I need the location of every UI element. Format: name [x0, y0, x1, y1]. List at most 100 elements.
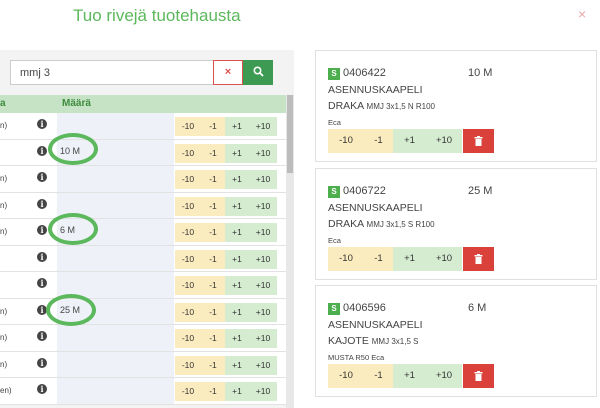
selected-product-card: S 0406596 6 M ASENNUSKAAPELI KAJOTE MMJ 3x1,… [315, 285, 597, 397]
table-row[interactable]: n) i 25 M -10 -1 +1 +10 [0, 298, 286, 325]
plus-10-button[interactable]: +10 [249, 117, 277, 136]
minus-1-button[interactable]: -1 [364, 247, 393, 271]
info-icon[interactable]: i [37, 251, 47, 262]
plus-1-button[interactable]: +1 [225, 196, 249, 216]
minus-1-button[interactable]: -1 [201, 355, 225, 375]
minus-10-button[interactable]: -10 [328, 247, 364, 271]
plus-10-button[interactable]: +10 [249, 355, 277, 375]
quantity-cell[interactable] [57, 245, 174, 271]
plus-1-button[interactable]: +1 [225, 382, 249, 401]
minus-1-button[interactable]: -1 [201, 249, 225, 269]
plus-10-button[interactable]: +10 [249, 223, 277, 242]
minus-10-button[interactable]: -10 [175, 223, 201, 242]
plus-10-button[interactable]: +10 [249, 196, 277, 216]
minus-10-button[interactable]: -10 [175, 302, 201, 322]
minus-10-button[interactable]: -10 [175, 170, 201, 189]
quantity-cell[interactable] [57, 351, 174, 377]
minus-1-button[interactable]: -1 [201, 302, 225, 322]
table-row[interactable]: en) i -10 -1 +1 +10 [0, 378, 286, 405]
plus-1-button[interactable]: +1 [225, 302, 249, 322]
search-input[interactable] [10, 60, 215, 85]
info-icon[interactable]: i [37, 198, 47, 209]
table-row[interactable]: n) i -10 -1 +1 +10 [0, 325, 286, 352]
table-row[interactable]: n) i 6 M -10 -1 +1 +10 [0, 219, 286, 246]
minus-1-button[interactable]: -1 [201, 276, 225, 295]
plus-1-button[interactable]: +1 [393, 129, 426, 153]
info-icon[interactable]: i [37, 119, 47, 129]
minus-1-button[interactable]: -1 [201, 223, 225, 242]
plus-1-button[interactable]: +1 [225, 276, 249, 295]
plus-1-button[interactable]: +1 [393, 364, 426, 388]
plus-1-button[interactable]: +1 [225, 223, 249, 242]
minus-1-button[interactable]: -1 [201, 143, 225, 163]
plus-1-button[interactable]: +1 [225, 117, 249, 136]
minus-1-button[interactable]: -1 [364, 364, 393, 388]
plus-1-button[interactable]: +1 [393, 247, 426, 271]
plus-10-button[interactable]: +10 [249, 143, 277, 163]
delete-button[interactable] [463, 129, 494, 153]
minus-10-button[interactable]: -10 [175, 355, 201, 375]
minus-10-button[interactable]: -10 [175, 196, 201, 216]
minus-1-button[interactable]: -1 [201, 329, 225, 348]
quantity-buttons: -10 -1 +1 +10 [175, 196, 277, 216]
clear-search-button[interactable]: × [213, 60, 243, 85]
scrollbar-thumb[interactable] [287, 95, 293, 173]
scrollbar[interactable] [286, 95, 294, 408]
table-row[interactable]: i 10 M -10 -1 +1 +10 [0, 139, 286, 166]
minus-10-button[interactable]: -10 [175, 249, 201, 269]
plus-1-button[interactable]: +1 [225, 170, 249, 189]
minus-10-button[interactable]: -10 [175, 382, 201, 401]
minus-1-button[interactable]: -1 [201, 382, 225, 401]
info-icon[interactable]: i [37, 304, 47, 315]
plus-1-button[interactable]: +1 [225, 143, 249, 163]
plus-1-button[interactable]: +1 [225, 249, 249, 269]
table-row[interactable]: n) i -10 -1 +1 +10 [0, 113, 286, 140]
plus-10-button[interactable]: +10 [249, 276, 277, 295]
product-name: n) [0, 306, 8, 316]
plus-10-button[interactable]: +10 [426, 247, 462, 271]
info-icon[interactable]: i [37, 172, 47, 182]
info-icon[interactable]: i [37, 331, 47, 341]
table-row[interactable]: i -10 -1 +1 +10 [0, 272, 286, 299]
plus-10-button[interactable]: +10 [249, 302, 277, 322]
minus-10-button[interactable]: -10 [328, 129, 364, 153]
plus-10-button[interactable]: +10 [249, 382, 277, 401]
minus-1-button[interactable]: -1 [201, 117, 225, 136]
plus-10-button[interactable]: +10 [249, 249, 277, 269]
minus-1-button[interactable]: -1 [201, 196, 225, 216]
delete-button[interactable] [463, 247, 494, 271]
info-icon[interactable]: i [37, 384, 47, 394]
delete-button[interactable] [463, 364, 494, 388]
quantity-cell[interactable] [57, 272, 174, 298]
close-icon[interactable]: × [578, 6, 587, 22]
info-icon[interactable]: i [37, 145, 47, 156]
table-row[interactable]: i -10 -1 +1 +10 [0, 245, 286, 272]
info-icon[interactable]: i [37, 225, 47, 235]
minus-10-button[interactable]: -10 [175, 117, 201, 136]
product-spec: MMJ 3x1,5 S [371, 337, 419, 346]
minus-1-button[interactable]: -1 [364, 129, 393, 153]
minus-10-button[interactable]: -10 [175, 276, 201, 295]
quantity-cell[interactable] [57, 378, 174, 404]
table-row[interactable]: n) i -10 -1 +1 +10 [0, 192, 286, 219]
plus-10-button[interactable]: +10 [249, 170, 277, 189]
table-row[interactable]: n) i -10 -1 +1 +10 [0, 166, 286, 193]
search-button[interactable] [243, 60, 273, 85]
minus-10-button[interactable]: -10 [175, 143, 201, 163]
highlight-circle [46, 294, 96, 326]
info-icon[interactable]: i [37, 278, 47, 288]
info-icon[interactable]: i [37, 357, 47, 368]
product-name: n) [0, 333, 8, 342]
stock-badge: S [328, 303, 340, 315]
plus-1-button[interactable]: +1 [225, 355, 249, 375]
minus-10-button[interactable]: -10 [175, 329, 201, 348]
minus-1-button[interactable]: -1 [201, 170, 225, 189]
table-row[interactable]: n) i -10 -1 +1 +10 [0, 351, 286, 378]
plus-1-button[interactable]: +1 [225, 329, 249, 348]
minus-10-button[interactable]: -10 [328, 364, 364, 388]
plus-10-button[interactable]: +10 [426, 364, 462, 388]
quantity-cell[interactable] [57, 166, 174, 192]
plus-10-button[interactable]: +10 [249, 329, 277, 348]
quantity-cell[interactable] [57, 325, 174, 351]
plus-10-button[interactable]: +10 [426, 129, 462, 153]
